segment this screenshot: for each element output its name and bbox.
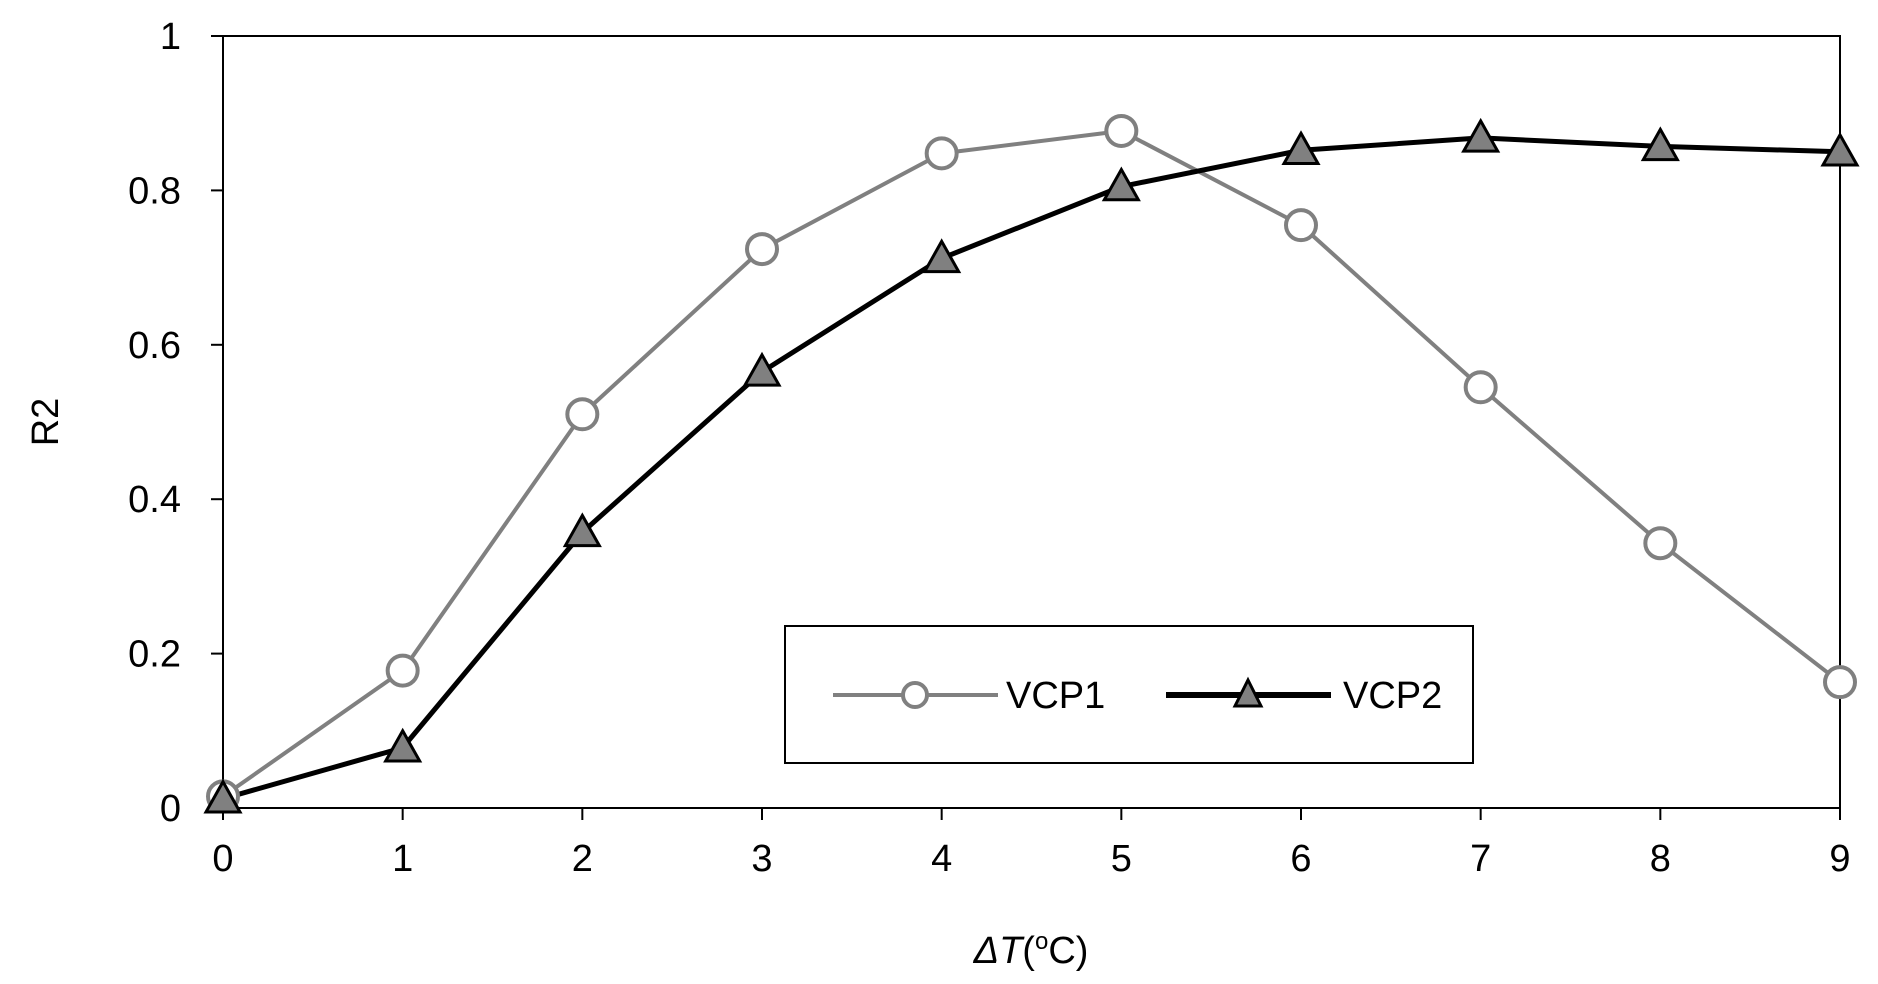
point-vcp2 [1640, 126, 1680, 162]
y-tick-label: 0 [160, 788, 181, 830]
legend-marker-vcp1 [901, 681, 929, 709]
x-axis-title-open: ( [1022, 930, 1035, 972]
point-vcp2 [1820, 131, 1860, 167]
x-tick-label: 3 [751, 838, 772, 880]
x-tick-label: 1 [392, 838, 413, 880]
x-axis: 0 1 2 3 4 5 6 7 8 9 [212, 808, 1851, 880]
y-tick-label: 0.4 [128, 479, 181, 521]
y-tick-label: 0.8 [128, 170, 181, 212]
series-line-vcp1 [221, 128, 1842, 799]
x-tick-label: 0 [212, 838, 233, 880]
point-vcp2 [383, 727, 423, 763]
point-vcp2 [1101, 166, 1141, 202]
y-axis-title: R2 [25, 398, 67, 447]
point-vcp1 [1284, 208, 1318, 243]
point-vcp1 [565, 397, 600, 432]
x-axis-title-unit: C) [1048, 930, 1088, 972]
point-vcp2 [742, 351, 782, 387]
y-tick-label: 0.2 [128, 634, 181, 676]
x-tick-label: 6 [1290, 838, 1311, 880]
x-axis-title: ΔT(oC) [973, 928, 1089, 972]
legend: VCP1 VCP2 [784, 625, 1474, 764]
point-vcp2 [1281, 130, 1321, 166]
x-tick-label: 9 [1829, 838, 1850, 880]
y-tick-label: 0.6 [128, 325, 181, 367]
x-tick-label: 2 [572, 838, 593, 880]
point-vcp1 [745, 232, 779, 267]
x-axis-title-degree: o [1035, 928, 1048, 955]
legend-label-vcp1: VCP1 [1006, 675, 1105, 717]
point-vcp2 [922, 238, 962, 274]
point-vcp1 [1104, 113, 1139, 148]
series-layer [203, 113, 1860, 814]
x-tick-label: 5 [1111, 838, 1132, 880]
x-axis-title-symbol: ΔT [973, 930, 1025, 972]
x-tick-label: 4 [931, 838, 952, 880]
point-vcp1 [1463, 370, 1498, 405]
point-vcp2 [562, 512, 602, 548]
series-line-vcp2 [222, 135, 1841, 802]
y-tick-label: 1 [160, 16, 181, 58]
point-vcp1 [1823, 665, 1857, 700]
point-vcp2 [1461, 117, 1501, 153]
point-vcp1 [385, 653, 420, 688]
point-vcp2 [203, 778, 243, 814]
legend-marker-vcp2 [1232, 676, 1264, 708]
x-tick-label: 7 [1470, 838, 1491, 880]
x-tick-label: 8 [1650, 838, 1671, 880]
point-vcp1 [924, 136, 959, 171]
point-vcp1 [1643, 526, 1678, 561]
y-axis: 0 0.2 0.4 0.6 0.8 1 [128, 16, 223, 830]
legend-label-vcp2: VCP2 [1343, 675, 1442, 717]
